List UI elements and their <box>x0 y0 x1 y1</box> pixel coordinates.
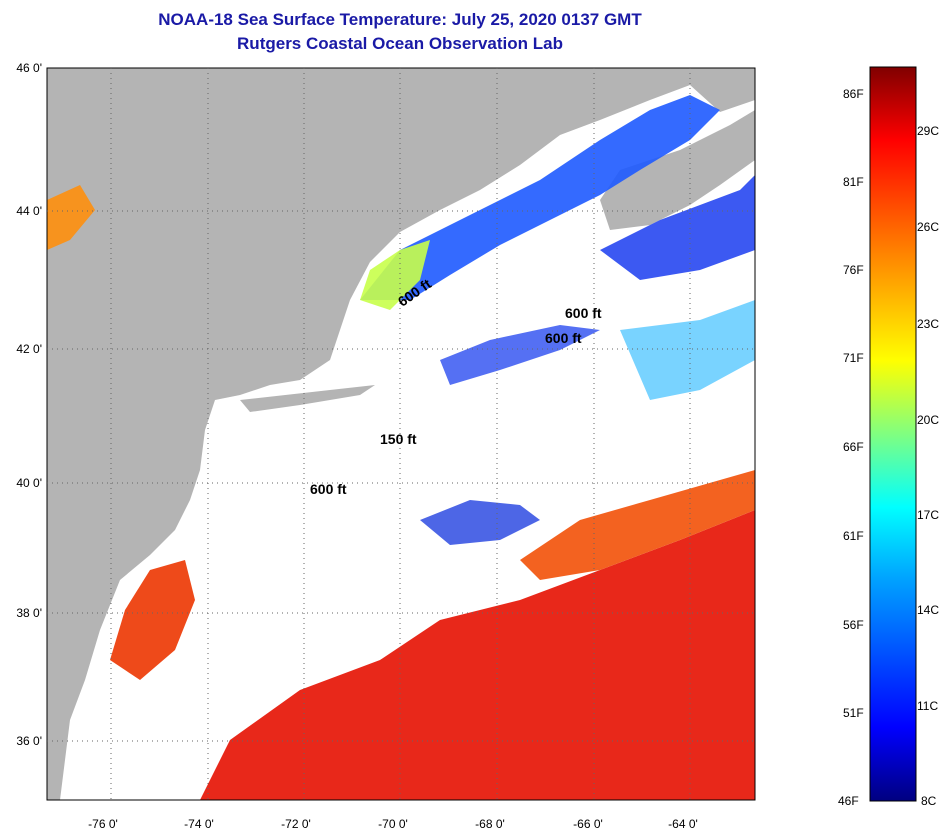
lat-label: 38 0' <box>16 606 42 620</box>
map-frame <box>46 67 756 801</box>
lon-label: -76 0' <box>88 817 118 831</box>
graticule <box>47 68 755 800</box>
colorbar <box>869 66 917 802</box>
colorbar-label-f: 46F <box>838 794 859 808</box>
warm-water-gulf-of-stlawrence <box>47 185 95 250</box>
lon-label: -66 0' <box>573 817 603 831</box>
colorbar-label-c: 11C <box>917 699 939 713</box>
lat-label: 46 0' <box>16 61 42 75</box>
warm-water-gulf-stream <box>200 510 755 800</box>
map-subtitle: Rutgers Coastal Ocean Observation Lab <box>237 34 563 53</box>
warm-water-shelf-edge <box>520 470 755 580</box>
lat-label: 36 0' <box>16 734 42 748</box>
colorbar-label-f: 86F <box>843 87 864 101</box>
colorbar-label-f: 71F <box>843 351 864 365</box>
lon-label: -74 0' <box>184 817 214 831</box>
contour-label-600ft: 600 ft <box>565 305 602 321</box>
colorbar-label-c: 14C <box>917 603 940 617</box>
colorbar-label-c: 20C <box>917 413 940 427</box>
cold-water-shelf-patches <box>420 500 540 545</box>
colorbar-label-c: 8C <box>921 794 937 808</box>
lon-label: -70 0' <box>378 817 408 831</box>
cool-water-coast <box>360 240 430 310</box>
land-long-island <box>240 385 375 412</box>
colorbar-label-c: 23C <box>917 317 940 331</box>
lat-label: 42 0' <box>16 342 42 356</box>
colorbar-label-f: 61F <box>843 529 864 543</box>
cold-water-gulf-of-maine <box>360 95 720 300</box>
colorbar-label-f: 66F <box>843 440 864 454</box>
lon-label: -64 0' <box>668 817 698 831</box>
lat-label: 44 0' <box>16 204 42 218</box>
colorbar-label-c: 26C <box>917 220 940 234</box>
colorbar-label-c: 29C <box>917 124 940 138</box>
land-mainland <box>47 68 755 800</box>
land-nova-scotia <box>600 110 755 230</box>
lat-label: 40 0' <box>16 476 42 490</box>
cold-water-scotian-shelf <box>600 175 755 280</box>
warm-water-chesapeake <box>110 560 195 680</box>
map-title: NOAA-18 Sea Surface Temperature: July 25… <box>158 10 642 29</box>
colorbar-label-f: 51F <box>843 706 864 720</box>
contour-label-600ft: 600 ft <box>545 330 582 346</box>
lon-label: -68 0' <box>475 817 505 831</box>
colorbar-label-f: 81F <box>843 175 864 189</box>
colorbar-label-f: 56F <box>843 618 864 632</box>
cold-water-georges <box>440 325 600 385</box>
contour-label-150ft: 150 ft <box>380 431 417 447</box>
colorbar-label-f: 76F <box>843 263 864 277</box>
contour-label-600ft: 600 ft <box>310 481 347 497</box>
plot-area <box>47 68 755 800</box>
colorbar-label-c: 17C <box>917 508 940 522</box>
lon-label: -72 0' <box>281 817 311 831</box>
mixed-water-east <box>620 300 755 400</box>
